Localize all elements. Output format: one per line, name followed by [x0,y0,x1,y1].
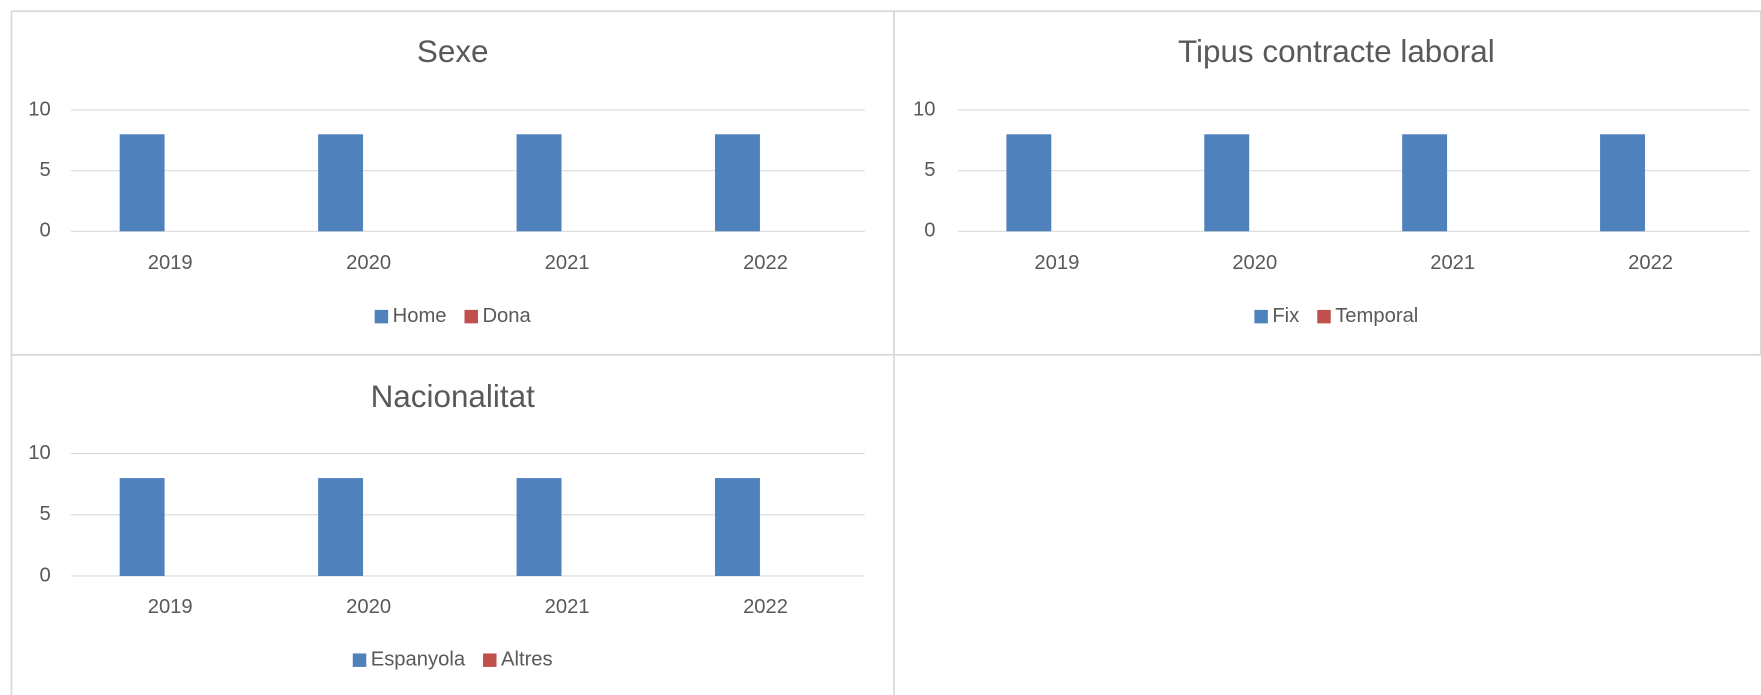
y-tick-label: 0 [40,220,51,242]
legend-label: Espanyola [371,649,466,671]
legend-swatch [483,653,497,667]
legend-swatch [352,653,367,667]
x-tick-label: 2021 [545,252,590,274]
bar [715,478,760,576]
x-tick-label: 2020 [346,596,391,618]
legend-label: Dona [482,305,531,327]
x-tick-label: 2020 [346,252,391,274]
x-tick-label: 2019 [148,596,193,618]
legend-label: Temporal [1335,305,1418,327]
y-tick-label: 0 [40,564,51,586]
y-tick-label: 10 [28,442,50,464]
x-tick-label: 2020 [1232,252,1277,274]
y-tick-label: 10 [913,98,935,120]
legend-swatch [1254,309,1268,324]
legend-swatch [374,309,389,324]
legend-label: Altres [501,649,553,671]
y-tick-label: 0 [924,220,935,242]
y-tick-label: 5 [40,159,51,181]
panel-frame [10,353,895,695]
bar [318,478,364,576]
bar [1204,134,1250,232]
x-tick-label: 2021 [545,596,590,618]
bar [119,134,165,232]
bar [1402,134,1448,232]
x-tick-label: 2019 [148,252,193,274]
chart-title: Nacionalitat [371,379,535,414]
legend-label: Fix [1272,305,1299,327]
legend-swatch [464,309,478,324]
y-tick-label: 10 [28,98,50,120]
bar [1006,134,1052,232]
legend-swatch [1317,309,1331,324]
bar [318,134,364,232]
bar [119,478,165,576]
x-tick-label: 2022 [743,596,788,618]
x-tick-label: 2021 [1430,252,1475,274]
bar [516,134,562,232]
legend-label: Home [393,305,447,327]
chart-title: Sexe [417,34,489,69]
bar [1600,134,1645,232]
y-tick-label: 5 [40,503,51,525]
y-tick-label: 5 [924,159,935,181]
x-tick-label: 2022 [1628,252,1673,274]
bar [516,478,562,576]
x-tick-label: 2019 [1034,252,1079,274]
chart-title: Tipus contracte laboral [1178,34,1495,69]
bar [715,134,760,232]
x-tick-label: 2022 [743,252,788,274]
